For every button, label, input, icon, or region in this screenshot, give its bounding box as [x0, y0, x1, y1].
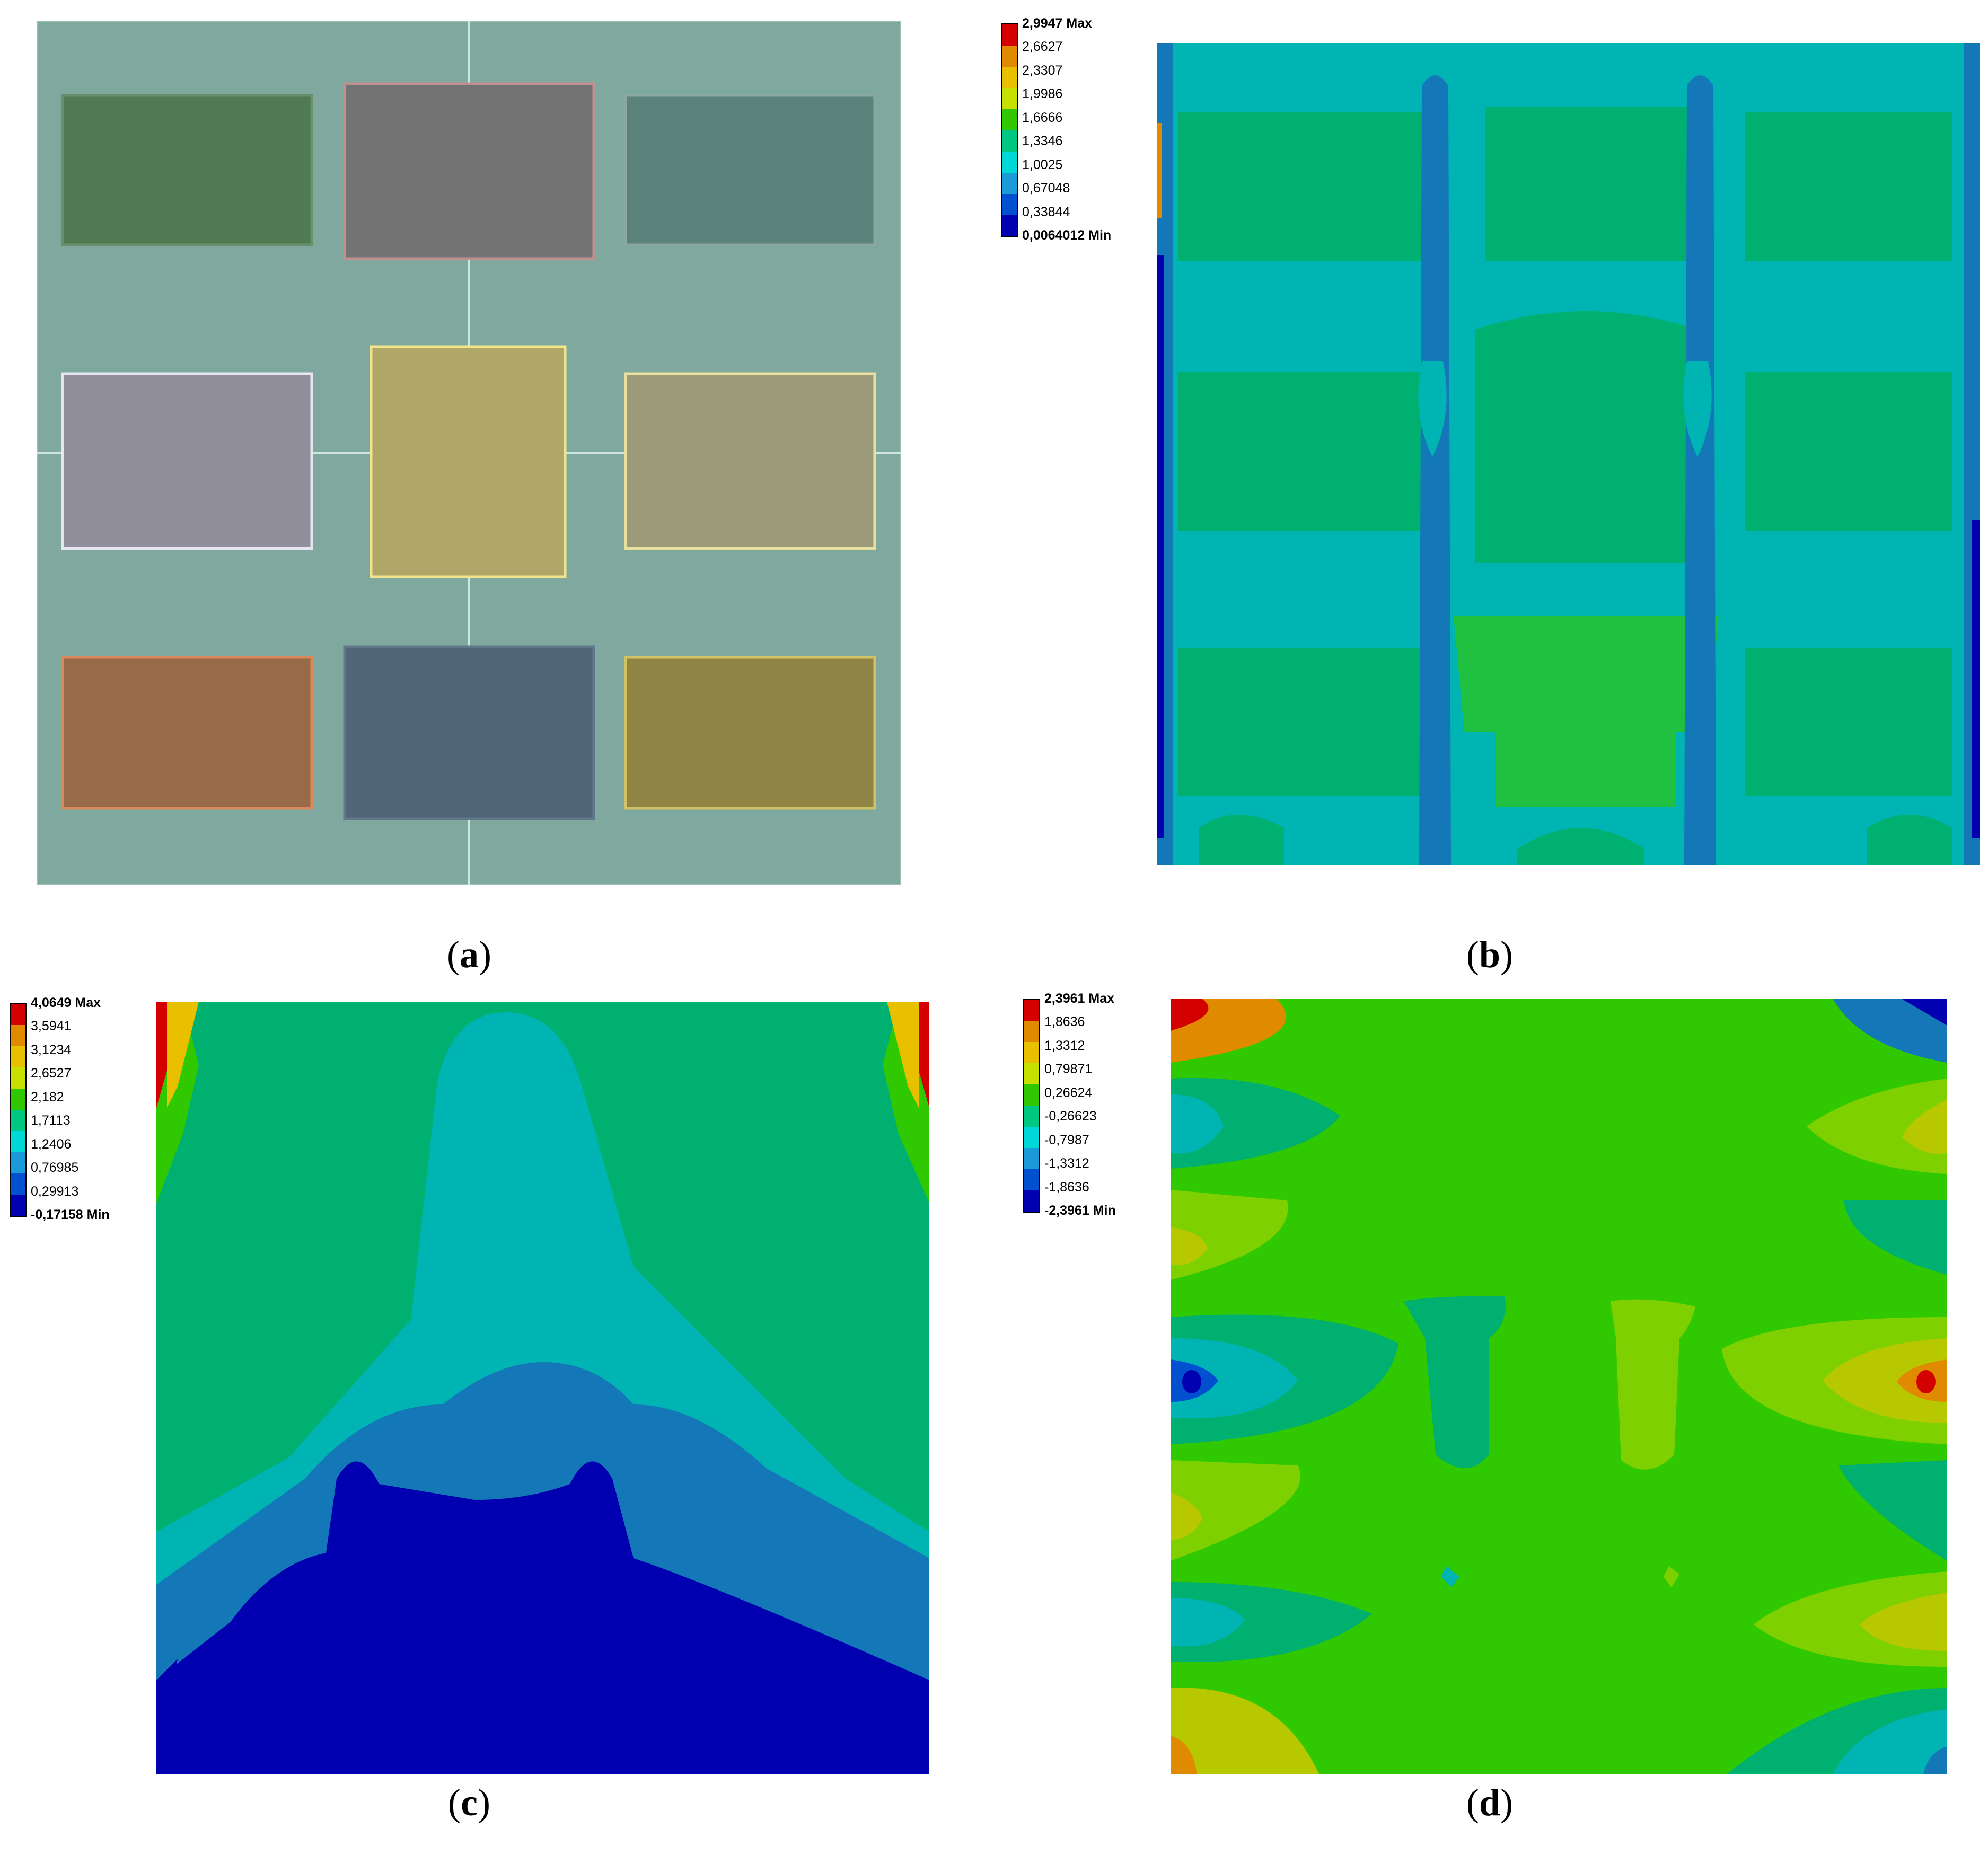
- color-scale-segment: [11, 1046, 25, 1067]
- legend-label: 0,26624: [1044, 1085, 1093, 1100]
- legend-label: 1,3346: [1022, 134, 1063, 149]
- color-scale-segment: [1002, 24, 1017, 46]
- color-scale-bar: [10, 1003, 27, 1217]
- legend-label: 3,5941: [31, 1019, 72, 1034]
- color-scale-segment: [1024, 1084, 1039, 1106]
- legend-label: 2,3961 Max: [1044, 991, 1115, 1006]
- legend-label: 1,3312: [1044, 1038, 1085, 1053]
- legend-label: 2,6527: [31, 1066, 72, 1081]
- rect-bot-right: [624, 656, 876, 810]
- legend-label: 2,6627: [1022, 39, 1063, 55]
- color-scale-segment: [11, 1067, 25, 1089]
- color-scale-segment: [1024, 1063, 1039, 1084]
- panel-c-contour: [156, 1002, 929, 1774]
- legend-label: -2,3961 Min: [1044, 1203, 1116, 1218]
- rect-top-left: [61, 94, 313, 246]
- legend-label: 1,6666: [1022, 110, 1063, 125]
- color-scale-segment: [1024, 1042, 1039, 1063]
- rect-mid-left: [61, 372, 313, 550]
- color-scale-segment: [1024, 1000, 1039, 1021]
- color-scale-segment: [11, 1110, 25, 1131]
- panel-b-contour: [1157, 43, 1980, 865]
- rect-mid-center: [370, 345, 567, 578]
- color-scale-segment: [11, 1152, 25, 1173]
- color-scale-segment: [1002, 194, 1017, 215]
- legend-label: 1,0025: [1022, 157, 1063, 172]
- color-scale-segment: [11, 1195, 25, 1216]
- legend-label: 1,8636: [1044, 1014, 1085, 1030]
- color-scale-segment: [11, 1025, 25, 1046]
- color-scale-segment: [1002, 109, 1017, 130]
- caption-c: (c): [448, 1781, 490, 1824]
- legend-label: 0,0064012 Min: [1022, 228, 1112, 243]
- color-scale-segment: [1002, 152, 1017, 173]
- color-scale-segment: [1002, 173, 1017, 194]
- color-scale-segment: [1002, 46, 1017, 67]
- color-scale-segment: [11, 1131, 25, 1152]
- legend-label: 1,9986: [1022, 86, 1063, 102]
- legend-label: 0,76985: [31, 1160, 79, 1176]
- color-scale-segment: [1024, 1106, 1039, 1127]
- legend-label: 0,79871: [1044, 1062, 1093, 1077]
- caption-b: (b): [1466, 933, 1513, 976]
- color-scale-segment: [1002, 130, 1017, 152]
- color-scale-segment: [11, 1089, 25, 1110]
- panel-d-contour: [1171, 999, 1947, 1774]
- color-scale-bar: [1001, 23, 1018, 237]
- legend-label: 4,0649 Max: [31, 995, 101, 1010]
- legend-label: 0,29913: [31, 1183, 79, 1199]
- legend-label: 2,9947 Max: [1022, 16, 1093, 31]
- color-scale-segment: [1002, 67, 1017, 88]
- legend-label: -1,3312: [1044, 1156, 1089, 1171]
- legend-label: -0,7987: [1044, 1132, 1089, 1147]
- color-scale-segment: [11, 1004, 25, 1025]
- color-scale-segment: [11, 1173, 25, 1195]
- rect-bot-center: [343, 645, 595, 820]
- rect-top-right: [624, 94, 876, 246]
- rect-mid-right: [624, 372, 876, 550]
- color-scale-segment: [1002, 88, 1017, 109]
- legend-label: -1,8636: [1044, 1179, 1089, 1195]
- color-scale-segment: [1024, 1148, 1039, 1169]
- color-scale-segment: [1024, 1127, 1039, 1148]
- color-scale-segment: [1002, 215, 1017, 236]
- color-scale-segment: [1024, 1021, 1039, 1042]
- legend-label: 2,182: [31, 1089, 64, 1105]
- legend-label: 0,67048: [1022, 181, 1070, 196]
- caption-d: (d): [1466, 1781, 1513, 1824]
- legend-label: 2,3307: [1022, 63, 1063, 78]
- legend-label: 3,1234: [31, 1042, 72, 1057]
- legend-label: 1,2406: [31, 1136, 72, 1152]
- color-scale-bar: [1023, 999, 1040, 1213]
- color-scale-segment: [1024, 1190, 1039, 1212]
- panel-a-layout: [37, 21, 901, 885]
- rect-top-center: [343, 82, 595, 260]
- legend-label: -0,26623: [1044, 1109, 1097, 1124]
- rect-bot-left: [61, 656, 313, 810]
- caption-a: (a): [447, 933, 491, 976]
- legend-label: -0,17158 Min: [31, 1207, 110, 1222]
- legend-label: 0,33844: [1022, 204, 1070, 219]
- legend-label: 1,7113: [31, 1113, 71, 1128]
- color-scale-segment: [1024, 1169, 1039, 1190]
